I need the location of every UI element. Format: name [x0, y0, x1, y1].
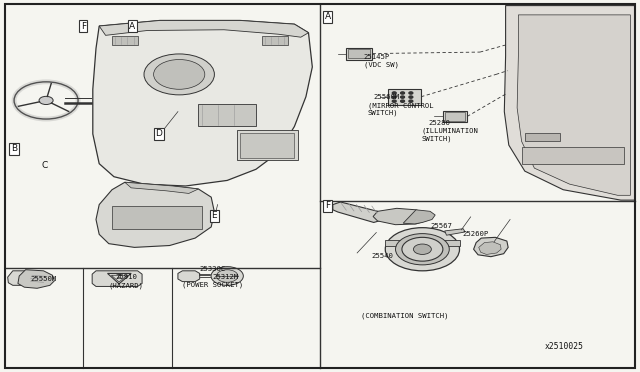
Bar: [443, 111, 467, 122]
Circle shape: [402, 237, 443, 261]
Text: (POWER SOCKET): (POWER SOCKET): [182, 282, 243, 288]
Polygon shape: [18, 270, 54, 288]
Circle shape: [396, 234, 449, 265]
Circle shape: [39, 96, 53, 105]
Text: (ILLUMINATION: (ILLUMINATION: [421, 128, 478, 134]
Text: E: E: [212, 211, 217, 220]
Polygon shape: [96, 182, 214, 247]
Circle shape: [409, 96, 413, 98]
Polygon shape: [125, 182, 198, 193]
Polygon shape: [99, 20, 308, 37]
Text: 25145P: 25145P: [364, 54, 390, 60]
Polygon shape: [479, 242, 501, 254]
Circle shape: [392, 96, 396, 98]
Polygon shape: [403, 210, 435, 224]
Text: 25550M: 25550M: [30, 276, 57, 282]
Bar: [346, 48, 372, 60]
Circle shape: [409, 100, 413, 102]
Text: 25312M: 25312M: [212, 274, 239, 280]
Text: SWITCH): SWITCH): [368, 110, 399, 116]
Circle shape: [154, 60, 205, 89]
Bar: [262, 36, 288, 45]
Text: A: A: [129, 22, 136, 31]
Polygon shape: [93, 20, 312, 186]
Circle shape: [401, 96, 404, 98]
Circle shape: [211, 267, 243, 285]
Text: D: D: [156, 129, 162, 138]
Polygon shape: [92, 271, 142, 286]
Text: 25330C: 25330C: [199, 266, 226, 272]
Polygon shape: [517, 15, 630, 195]
Circle shape: [392, 92, 396, 94]
Text: (COMBINATION SWITCH): (COMBINATION SWITCH): [361, 312, 448, 319]
Text: 25567: 25567: [430, 223, 452, 229]
Bar: [198, 104, 256, 126]
Text: 25280: 25280: [429, 120, 451, 126]
Circle shape: [216, 270, 238, 282]
Polygon shape: [178, 271, 200, 282]
Polygon shape: [445, 229, 465, 235]
Polygon shape: [504, 6, 635, 200]
Polygon shape: [8, 271, 38, 285]
Text: (HAZARD): (HAZARD): [109, 282, 143, 289]
Text: (MIRROR CONTROL: (MIRROR CONTROL: [368, 102, 434, 109]
Circle shape: [385, 228, 460, 271]
Bar: [237, 130, 298, 160]
Polygon shape: [96, 89, 129, 100]
Circle shape: [413, 244, 431, 254]
Polygon shape: [373, 208, 428, 225]
Text: 25540: 25540: [371, 253, 393, 259]
Text: SWITCH): SWITCH): [421, 135, 452, 142]
Polygon shape: [474, 237, 508, 257]
Text: (VDC SW): (VDC SW): [364, 61, 399, 68]
Text: C: C: [42, 161, 48, 170]
Text: B: B: [11, 144, 17, 153]
Bar: [445, 112, 465, 121]
Bar: [525, 133, 560, 141]
Polygon shape: [385, 240, 460, 246]
Text: 25910: 25910: [115, 274, 137, 280]
Bar: [522, 147, 624, 164]
Polygon shape: [333, 202, 384, 222]
Text: x2510025: x2510025: [545, 342, 584, 351]
Bar: [112, 36, 138, 45]
Text: 25260P: 25260P: [463, 231, 489, 237]
Text: A: A: [116, 274, 122, 280]
Text: F: F: [325, 201, 330, 210]
Circle shape: [144, 54, 214, 95]
Circle shape: [409, 92, 413, 94]
Circle shape: [392, 100, 396, 102]
Text: F: F: [81, 22, 86, 31]
Bar: [240, 133, 294, 158]
Bar: [388, 89, 421, 105]
Circle shape: [401, 92, 404, 94]
Text: A: A: [324, 12, 331, 21]
Circle shape: [401, 100, 404, 102]
Text: 25560M: 25560M: [373, 94, 399, 100]
Bar: [348, 49, 370, 58]
Bar: [112, 206, 202, 229]
